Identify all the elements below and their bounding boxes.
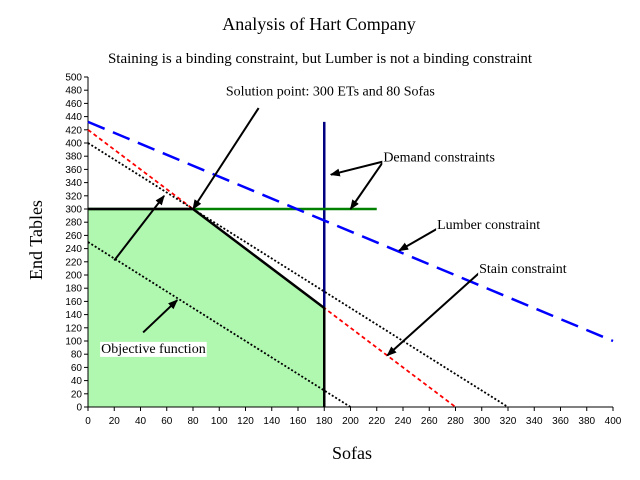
y-tick-label: 140 xyxy=(65,310,82,321)
x-tick-label: 380 xyxy=(578,416,595,427)
annotation-label-bg xyxy=(436,217,542,233)
x-tick-label: 100 xyxy=(211,416,228,427)
annotation-arrow xyxy=(192,107,260,210)
x-tick-label: 260 xyxy=(421,416,438,427)
annotation-arrow xyxy=(142,299,178,334)
y-tick-label: 420 xyxy=(65,125,82,136)
y-tick-label: 380 xyxy=(65,152,82,163)
annotation-arrow xyxy=(398,227,438,252)
x-tick-label: 0 xyxy=(85,416,91,427)
x-axis-label: Sofas xyxy=(332,443,372,463)
y-tick-label: 480 xyxy=(65,86,82,97)
chart-subtitle: Staining is a binding constraint, but Lu… xyxy=(108,51,533,67)
x-tick-label: 120 xyxy=(237,416,254,427)
x-tick-label: 240 xyxy=(395,416,412,427)
annotation-label: Lumber constraint xyxy=(437,218,540,233)
y-tick-label: 120 xyxy=(65,323,82,334)
series-line-objective-2 xyxy=(87,142,509,408)
y-tick-label: 460 xyxy=(65,99,82,110)
y-tick-label: 280 xyxy=(65,218,82,229)
annotation-arrow xyxy=(386,272,480,357)
annotation-arrow xyxy=(113,195,165,262)
y-tick-label: 160 xyxy=(65,297,82,308)
series-line-region-boundary xyxy=(88,207,326,407)
x-tick-label: 300 xyxy=(473,416,490,427)
x-tick-label: 20 xyxy=(109,416,121,427)
annotation-label: Stain constraint xyxy=(479,262,567,277)
x-tick-label: 160 xyxy=(290,416,307,427)
annotation-arrow xyxy=(349,160,385,210)
y-tick-label: 320 xyxy=(65,191,82,202)
series-line-lumber xyxy=(87,120,614,343)
annotation-label: Objective function xyxy=(101,342,206,357)
y-tick-label: 500 xyxy=(65,73,82,84)
annotation-label: Solution point: 300 ETs and 80 Sofas xyxy=(226,84,435,99)
y-tick-label: 0 xyxy=(76,403,82,414)
y-tick-label: 240 xyxy=(65,244,82,255)
y-tick-label: 200 xyxy=(65,271,82,282)
y-axis-label: End Tables xyxy=(26,200,46,280)
y-tick-label: 360 xyxy=(65,165,82,176)
y-tick-label: 300 xyxy=(65,205,82,216)
y-tick-label: 80 xyxy=(71,350,83,361)
annotation-label: Demand constraints xyxy=(383,150,495,165)
x-tick-label: 400 xyxy=(605,416,622,427)
annotation-label-bg xyxy=(478,262,568,278)
y-tick-label: 100 xyxy=(65,337,82,348)
plot-area: 0204060801001201401601802002202402602803… xyxy=(65,73,621,428)
y-tick-label: 260 xyxy=(65,231,82,242)
y-tick-label: 20 xyxy=(71,389,83,400)
x-tick-label: 200 xyxy=(342,416,359,427)
y-tick-label: 60 xyxy=(71,363,83,374)
y-tick-label: 400 xyxy=(65,139,82,150)
annotation-label-bg xyxy=(224,84,436,100)
annotation-arrow xyxy=(329,160,384,177)
x-tick-label: 220 xyxy=(368,416,385,427)
y-tick-label: 180 xyxy=(65,284,82,295)
y-tick-label: 440 xyxy=(65,112,82,123)
x-tick-label: 180 xyxy=(316,416,333,427)
y-tick-label: 220 xyxy=(65,257,82,268)
annotation-label-bg xyxy=(100,341,207,357)
feasible-region xyxy=(88,209,325,407)
x-tick-label: 140 xyxy=(263,416,280,427)
x-tick-label: 360 xyxy=(552,416,569,427)
annotation-label-bg xyxy=(382,150,496,166)
x-tick-label: 80 xyxy=(187,416,199,427)
y-tick-label: 340 xyxy=(65,178,82,189)
x-tick-label: 60 xyxy=(161,416,173,427)
x-tick-label: 40 xyxy=(135,416,147,427)
x-tick-label: 280 xyxy=(447,416,464,427)
y-tick-label: 40 xyxy=(71,376,83,387)
x-tick-label: 340 xyxy=(526,416,543,427)
x-tick-label: 320 xyxy=(500,416,517,427)
chart-title: Analysis of Hart Company xyxy=(222,14,415,34)
